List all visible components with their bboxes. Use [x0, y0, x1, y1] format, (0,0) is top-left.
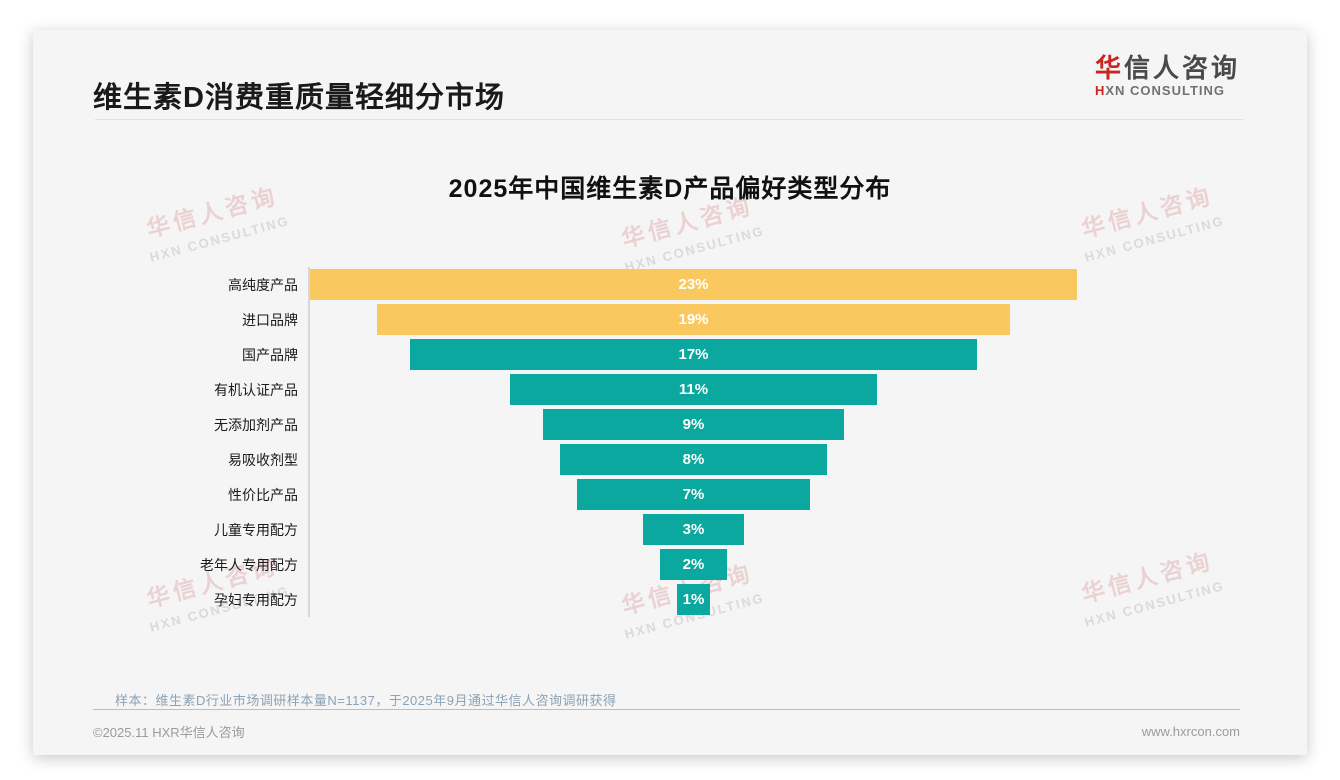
funnel-bar: 1%	[676, 584, 711, 615]
chart-row: 有机认证产品 11%	[33, 372, 1307, 407]
category-label: 性价比产品	[228, 486, 298, 503]
bar-area: 23%	[308, 267, 1077, 302]
category-label: 高纯度产品	[228, 276, 298, 293]
logo-en-text: HXN CONSULTING	[1094, 82, 1240, 99]
value-label: 1%	[682, 591, 705, 608]
bar-area: 9%	[308, 407, 1077, 442]
value-label: 2%	[682, 556, 705, 573]
logo-cn-text: 华信人咨询	[1094, 53, 1240, 84]
funnel-bar: 3%	[643, 514, 744, 545]
value-label: 8%	[682, 451, 705, 468]
category-label: 孕妇专用配方	[214, 591, 298, 608]
bar-area: 2%	[308, 547, 1077, 582]
website-text: www.hxrcon.com	[1141, 724, 1240, 739]
chart-row: 性价比产品 7%	[33, 477, 1307, 512]
category-label: 有机认证产品	[214, 381, 298, 398]
bar-area: 3%	[308, 512, 1077, 547]
logo-en-first-char: H	[1094, 82, 1106, 98]
report-card: 华信人咨询 HXN CONSULTING 华信人咨询 HXN CONSULTIN…	[33, 30, 1307, 755]
copyright-text: ©2025.11 HXR华信人咨询	[93, 725, 245, 740]
funnel-bar-chart: 高纯度产品 23% 进口品牌 19% 国产品牌 17% 有机认证产品 11% 无添加剂产品 9% 易…	[33, 267, 1307, 617]
chart-row: 高纯度产品 23%	[33, 267, 1307, 302]
chart-row: 儿童专用配方 3%	[33, 512, 1307, 547]
funnel-bar: 19%	[376, 304, 1011, 335]
footer: ©2025.11 HXR华信人咨询 www.hxrcon.com	[93, 722, 1240, 741]
company-logo: 华信人咨询 HXN CONSULTING	[1094, 53, 1240, 99]
bar-area: 7%	[308, 477, 1077, 512]
logo-en-rest: XN CONSULTING	[1105, 82, 1226, 98]
category-label: 老年人专用配方	[200, 556, 298, 573]
bar-area: 1%	[308, 582, 1077, 617]
category-label: 国产品牌	[242, 346, 298, 363]
chart-row: 进口品牌 19%	[33, 302, 1307, 337]
funnel-bar: 11%	[510, 374, 877, 405]
bar-area: 19%	[308, 302, 1077, 337]
category-label: 儿童专用配方	[214, 521, 298, 538]
category-label: 易吸收剂型	[228, 451, 298, 468]
bar-area: 17%	[308, 337, 1077, 372]
funnel-bar: 7%	[576, 479, 811, 510]
bar-area: 11%	[308, 372, 1077, 407]
chart-row: 易吸收剂型 8%	[33, 442, 1307, 477]
chart-title: 2025年中国维生素D产品偏好类型分布	[448, 175, 892, 203]
category-label: 进口品牌	[242, 311, 298, 328]
funnel-bar: 8%	[560, 444, 827, 475]
bar-area: 8%	[308, 442, 1077, 477]
value-label: 19%	[678, 311, 709, 328]
category-label: 无添加剂产品	[214, 416, 298, 433]
logo-cn-first-char: 华	[1094, 53, 1124, 83]
page-title: 维生素D消费重质量轻细分市场	[93, 82, 505, 114]
funnel-bar: 9%	[543, 409, 844, 440]
chart-row: 无添加剂产品 9%	[33, 407, 1307, 442]
chart-row: 国产品牌 17%	[33, 337, 1307, 372]
value-label: 7%	[682, 486, 705, 503]
logo-cn-rest: 信人咨询	[1123, 53, 1240, 83]
value-label: 23%	[678, 276, 709, 293]
chart-row: 老年人专用配方 2%	[33, 547, 1307, 582]
footer-divider	[93, 709, 1240, 710]
funnel-bar: 2%	[660, 549, 727, 580]
funnel-bar: 23%	[310, 269, 1077, 300]
value-label: 17%	[678, 346, 709, 363]
value-label: 9%	[682, 416, 705, 433]
watermark-en-text: HXN CONSULTING	[1082, 212, 1226, 265]
value-label: 11%	[678, 381, 709, 398]
sample-note: 样本：维生素D行业市场调研样本量N=1137，于2025年9月通过华信人咨询调研…	[115, 693, 617, 708]
header-divider	[95, 119, 1243, 120]
funnel-bar: 17%	[410, 339, 977, 370]
watermark-en-text: HXN CONSULTING	[147, 212, 291, 265]
value-label: 3%	[682, 521, 705, 538]
chart-row: 孕妇专用配方 1%	[33, 582, 1307, 617]
